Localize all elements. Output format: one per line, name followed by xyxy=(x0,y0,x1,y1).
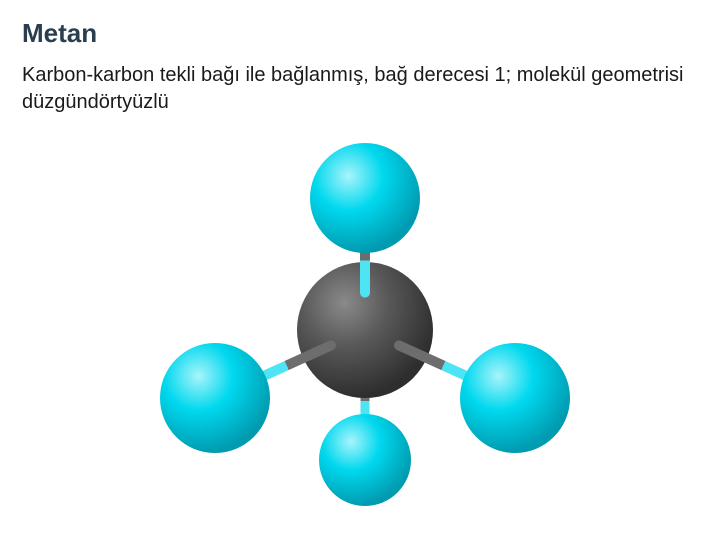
hydrogen-atom-back xyxy=(319,414,411,506)
hydrogen-atom-left xyxy=(160,343,270,453)
methane-molecule-svg xyxy=(0,120,720,540)
hydrogen-atom-top xyxy=(310,143,420,253)
molecule-diagram xyxy=(0,120,720,540)
molecule-description: Karbon-karbon tekli bağı ile bağlanmış, … xyxy=(22,62,690,116)
page-title: Metan xyxy=(22,18,97,49)
hydrogen-atom-right xyxy=(460,343,570,453)
